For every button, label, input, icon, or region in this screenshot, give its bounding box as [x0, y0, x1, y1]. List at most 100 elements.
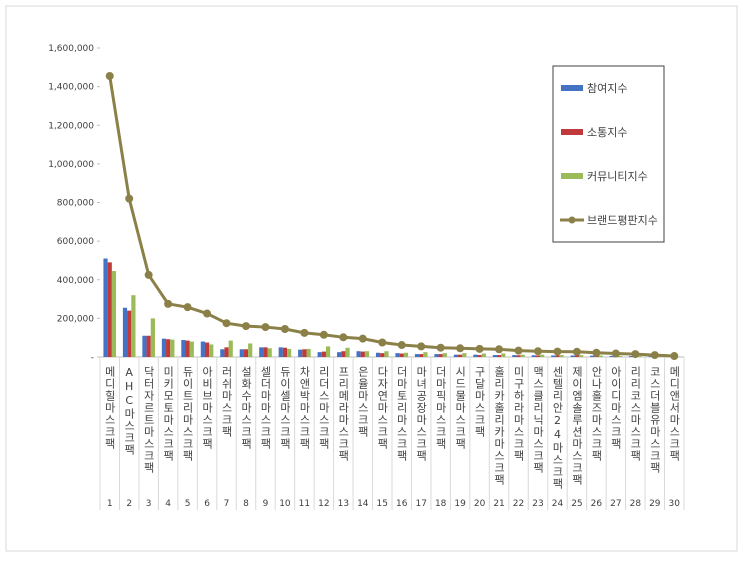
- bar: [501, 354, 505, 357]
- bar: [579, 355, 583, 357]
- bar: [419, 354, 423, 357]
- bar: [268, 348, 272, 357]
- line-marker: [339, 333, 347, 341]
- bar: [599, 355, 603, 357]
- y-tick-label: 400,000: [57, 276, 94, 286]
- line-marker: [515, 347, 523, 355]
- bar: [521, 355, 525, 357]
- rank-label: 9: [263, 499, 269, 509]
- bar: [516, 355, 520, 357]
- rank-label: 16: [396, 499, 408, 509]
- bar: [259, 347, 263, 357]
- bar: [318, 352, 322, 357]
- line-marker: [359, 335, 367, 343]
- bar: [337, 352, 341, 357]
- line-marker: [651, 351, 659, 359]
- bar: [186, 341, 190, 357]
- line-marker: [184, 303, 192, 311]
- line-marker: [261, 323, 269, 331]
- x-tick-label: 아이디마스크팩: [609, 366, 622, 450]
- x-tick-label: 센텔리안24마스크팩: [551, 366, 564, 490]
- bar: [170, 340, 174, 357]
- rank-label: 7: [224, 499, 230, 509]
- x-tick-label: 미키모토마스크팩: [162, 366, 175, 462]
- x-tick-label: 미구하라마스크팩: [512, 366, 525, 462]
- legend-swatch: [561, 85, 583, 91]
- x-tick-label: 다자연마스크팩: [376, 366, 389, 450]
- bar: [376, 353, 380, 357]
- legend-label: 참여지수: [587, 82, 627, 95]
- rank-label: 25: [571, 499, 582, 509]
- rank-label: 19: [454, 499, 466, 509]
- bar: [279, 347, 283, 357]
- bar: [551, 355, 555, 357]
- rank-label: 3: [146, 499, 152, 509]
- bar: [244, 349, 248, 357]
- rank-label: 5: [185, 499, 191, 509]
- bar: [190, 342, 194, 357]
- bar: [205, 343, 209, 357]
- bar: [380, 353, 384, 357]
- bar: [123, 308, 127, 357]
- x-tick-label: 안나홀즈마스크팩: [590, 366, 603, 462]
- rank-label: 26: [591, 499, 603, 509]
- line-marker: [534, 347, 542, 355]
- x-tick-label: 설화수마스크팩: [240, 366, 253, 450]
- bar: [302, 349, 306, 357]
- line-marker: [164, 300, 172, 308]
- bar: [240, 349, 244, 357]
- rank-label: 8: [243, 499, 249, 509]
- x-tick-label: 셀더마마스크팩: [259, 366, 272, 450]
- bar: [220, 349, 224, 357]
- rank-label: 20: [474, 499, 486, 509]
- bar: [341, 351, 345, 357]
- line-marker: [495, 345, 503, 353]
- line-marker: [553, 348, 561, 356]
- line-marker: [300, 329, 308, 337]
- bar: [283, 348, 287, 357]
- bar: [454, 355, 458, 357]
- line-marker: [476, 345, 484, 353]
- rank-label: 14: [357, 499, 369, 509]
- bar: [103, 259, 107, 357]
- x-tick-label: 아비브마스크팩: [201, 366, 214, 450]
- line-marker: [281, 325, 289, 333]
- x-tick-label: 더마토리마스크팩: [395, 366, 408, 462]
- bar: [151, 318, 155, 357]
- bar: [473, 355, 477, 357]
- x-tick-label: 닥터자르트마스크팩: [142, 366, 155, 474]
- x-tick-label: 제이엠솔루션마스크팩: [570, 366, 583, 486]
- rank-label: 18: [435, 499, 447, 509]
- bar: [512, 355, 516, 357]
- bar: [361, 352, 365, 357]
- bar: [478, 355, 482, 357]
- line-marker: [398, 341, 406, 349]
- rank-label: 24: [552, 499, 564, 509]
- bar: [423, 352, 427, 357]
- x-tick-label: 마녀공장마스크팩: [415, 366, 428, 462]
- bar: [142, 336, 146, 357]
- rank-label: 15: [377, 499, 388, 509]
- bar: [497, 355, 501, 357]
- bar: [127, 311, 131, 357]
- rank-label: 10: [279, 499, 291, 509]
- bar: [590, 356, 594, 357]
- y-tick-label: 1,400,000: [48, 83, 94, 93]
- bar: [555, 355, 559, 357]
- bar: [112, 271, 116, 357]
- bar: [162, 339, 166, 357]
- bar: [458, 355, 462, 357]
- bar: [532, 355, 536, 357]
- bar: [345, 348, 349, 357]
- bar: [147, 336, 151, 357]
- x-tick-label: 은율마스크팩: [356, 366, 369, 438]
- x-tick-label: 구달마스크팩: [473, 366, 486, 438]
- rank-label: 17: [415, 499, 426, 509]
- line-marker: [106, 72, 114, 80]
- rank-label: 11: [299, 499, 310, 509]
- legend-label: 커뮤니티지수: [587, 170, 648, 183]
- rank-label: 2: [126, 499, 132, 509]
- bar: [536, 355, 540, 357]
- x-tick-label: 프리메라마스크팩: [337, 366, 350, 462]
